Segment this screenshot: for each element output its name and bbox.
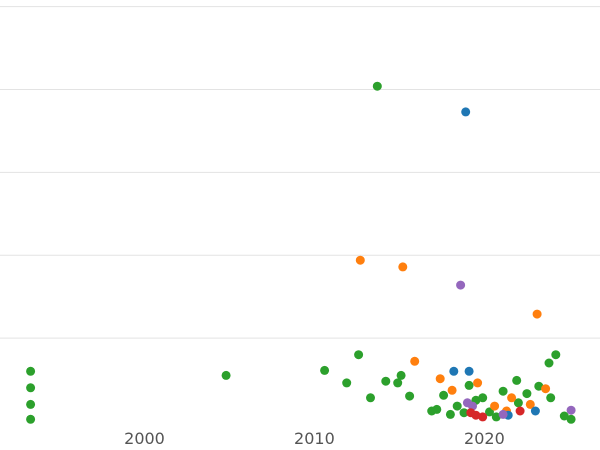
data-point-green — [366, 393, 375, 403]
x-tick-label: 2020 — [464, 429, 505, 448]
data-point-orange — [532, 309, 542, 319]
data-point-green — [381, 376, 391, 386]
data-point-green — [559, 411, 569, 421]
data-point-orange — [435, 374, 445, 384]
data-point-green — [372, 81, 382, 91]
data-point-green — [512, 375, 522, 385]
data-point-orange — [355, 255, 365, 265]
data-point-orange — [507, 393, 517, 403]
data-point-green — [485, 407, 494, 417]
x-tick-label: 2000 — [124, 429, 165, 448]
data-point-blue — [449, 366, 459, 376]
data-point-green — [221, 370, 231, 380]
data-point-green — [26, 399, 36, 409]
data-points — [26, 81, 576, 424]
data-point-green — [26, 383, 36, 393]
data-point-blue — [530, 406, 540, 416]
data-point-green — [522, 389, 532, 399]
data-point-orange — [473, 378, 483, 388]
data-point-green — [396, 370, 406, 380]
data-point-green — [546, 393, 556, 403]
data-point-green — [342, 378, 352, 388]
x-axis-tick-labels: 2000 2010 2020 — [124, 429, 505, 448]
data-point-green — [320, 365, 330, 375]
data-point-green — [452, 401, 462, 411]
data-point-blue — [461, 107, 471, 117]
data-point-green — [459, 408, 469, 418]
data-point-green — [393, 378, 403, 388]
data-point-green — [464, 380, 474, 390]
data-point-red — [478, 412, 488, 422]
data-point-purple — [566, 405, 576, 415]
data-point-green — [498, 386, 508, 396]
gridlines — [0, 6, 600, 339]
data-point-green — [491, 412, 501, 422]
data-point-green — [26, 366, 36, 376]
data-point-green — [354, 350, 364, 360]
data-point-green — [534, 381, 544, 391]
data-point-purple — [498, 409, 508, 419]
data-point-red — [471, 410, 481, 420]
data-point-green — [513, 398, 523, 408]
data-point-red — [515, 406, 525, 416]
data-point-green — [544, 358, 554, 368]
data-point-green — [405, 391, 415, 401]
data-point-green — [566, 414, 576, 424]
data-point-orange — [410, 356, 420, 366]
x-tick-label: 2010 — [294, 429, 335, 448]
data-point-green — [478, 393, 488, 403]
data-point-green — [432, 404, 442, 414]
data-point-orange — [398, 262, 408, 272]
data-point-orange — [490, 401, 500, 411]
data-point-blue — [464, 366, 474, 376]
data-point-purple — [456, 280, 466, 290]
data-point-green — [439, 390, 449, 400]
data-point-green — [26, 414, 36, 424]
data-point-orange — [541, 384, 551, 394]
data-point-green — [551, 350, 561, 360]
data-point-orange — [525, 399, 535, 409]
data-point-orange — [447, 385, 457, 395]
data-point-green — [445, 409, 455, 419]
